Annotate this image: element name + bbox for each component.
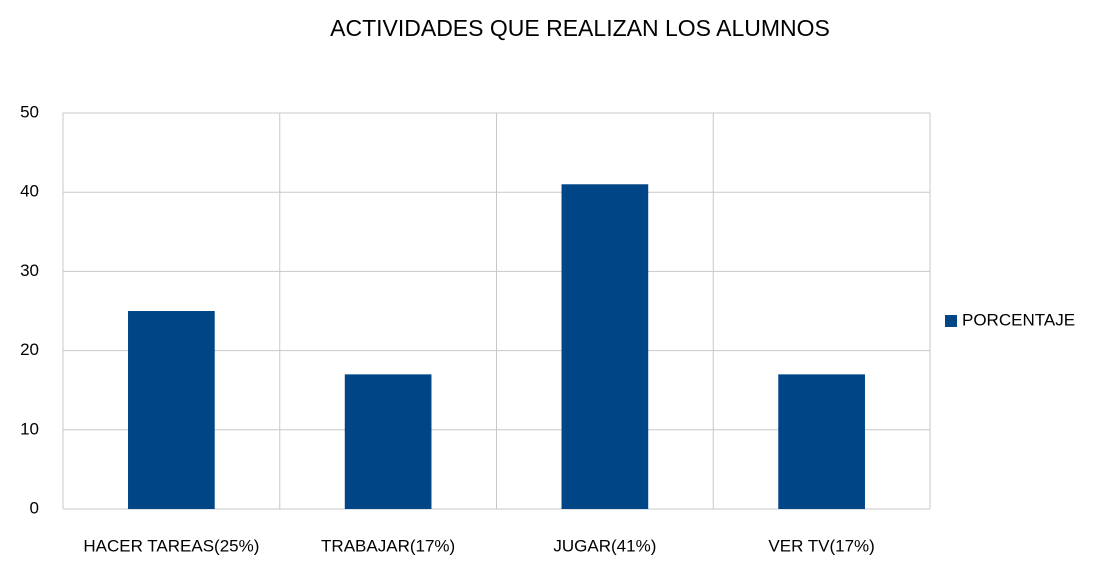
chart-title: ACTIVIDADES QUE REALIZAN LOS ALUMNOS	[330, 15, 830, 41]
bar	[778, 374, 865, 509]
x-tick-label: JUGAR(41%)	[553, 536, 656, 555]
bar	[561, 184, 649, 509]
y-tick-label: 10	[20, 419, 39, 438]
y-tick-label: 50	[20, 102, 39, 121]
x-tick-label: TRABAJAR(17%)	[321, 536, 455, 555]
x-tick-label: VER TV(17%)	[768, 536, 874, 555]
y-tick-label: 20	[20, 340, 39, 359]
legend-swatch	[945, 315, 957, 327]
y-tick-label: 30	[20, 261, 39, 280]
bar	[344, 374, 432, 509]
legend-label: PORCENTAJE	[962, 310, 1075, 329]
y-tick-label: 40	[20, 182, 39, 201]
y-tick-label: 0	[30, 498, 39, 517]
x-tick-label: HACER TAREAS(25%)	[83, 536, 259, 555]
bar	[128, 311, 215, 509]
